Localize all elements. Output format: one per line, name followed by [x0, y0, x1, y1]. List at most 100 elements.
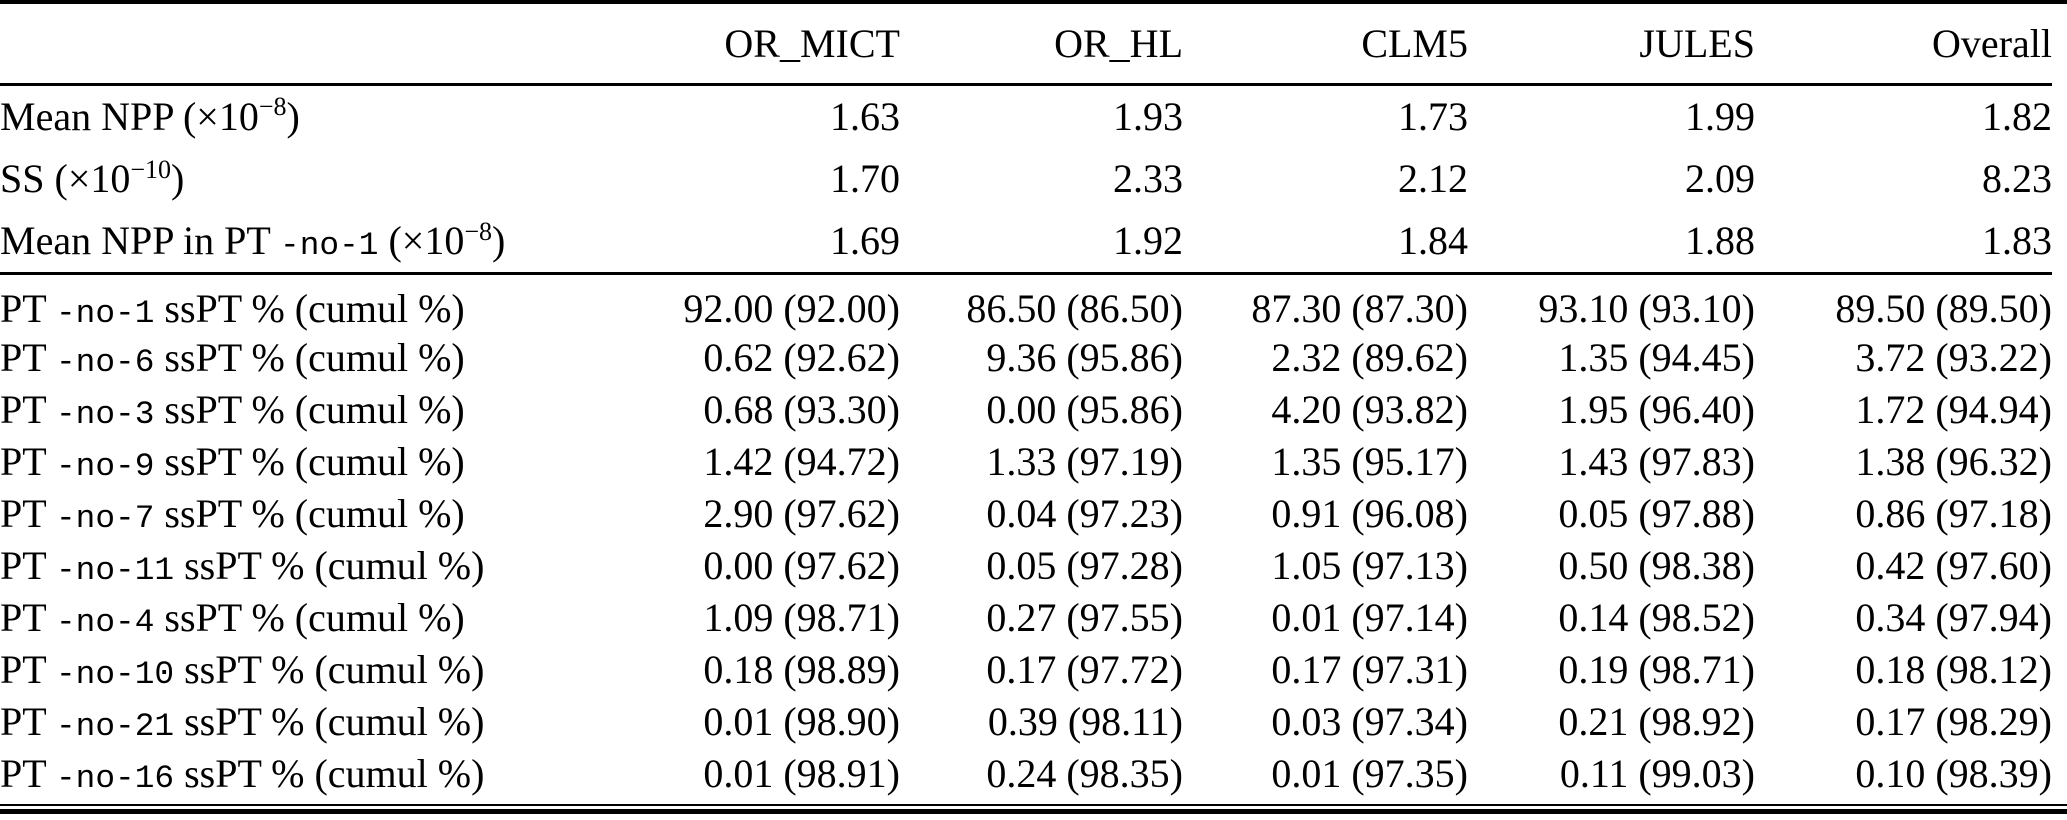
value-cell: 1.82: [1982, 93, 2052, 139]
row-label-part: ssPT % (cumul %): [154, 439, 465, 484]
value-cell: 1.99: [1685, 93, 1755, 139]
row-label-part: ssPT % (cumul %): [154, 335, 465, 380]
value-cell: 0.04 (97.23): [986, 491, 1183, 536]
row-label-part: -no-16: [55, 760, 175, 797]
row-label-part: -no-3: [55, 396, 155, 433]
top-rule: [0, 0, 2067, 4]
row-label-part: SS (×10: [0, 156, 131, 201]
value-cell: 8.23: [1982, 156, 2052, 201]
row-label-part: −8: [464, 216, 493, 246]
column-header: OR_HL: [1054, 20, 1183, 66]
row-label-part: PT: [0, 335, 56, 380]
value-cell: 0.21 (98.92): [1558, 699, 1755, 744]
row-label-part: ssPT % (cumul %): [174, 699, 485, 744]
value-cell: 0.10 (98.39): [1855, 751, 2052, 796]
row-label: Mean NPP in PT -no-1 (×10−8): [0, 210, 620, 273]
value-cell: 0.86 (97.18): [1855, 491, 2052, 536]
row-label-part: ssPT % (cumul %): [154, 285, 465, 331]
value-cell: 0.00 (97.62): [703, 543, 900, 588]
value-cell: 1.70: [830, 156, 900, 201]
column-header: JULES: [1639, 20, 1755, 66]
value-cell: 1.92: [1113, 218, 1183, 264]
value-cell: 0.11 (99.03): [1559, 751, 1755, 796]
bottom-rule-thin: [0, 803, 2067, 806]
value-cell: 1.35 (95.17): [1271, 439, 1468, 484]
row-label: PT -no-10 ssPT % (cumul %): [0, 644, 620, 696]
row-label-part: PT: [0, 751, 56, 796]
value-cell: 1.33 (97.19): [986, 439, 1183, 484]
row-label: PT -no-16 ssPT % (cumul %): [0, 748, 620, 800]
column-header: OR_MICT: [724, 20, 900, 66]
value-cell: 2.90 (97.62): [703, 491, 900, 536]
value-cell: 1.05 (97.13): [1271, 543, 1468, 588]
row-label-part: ssPT % (cumul %): [154, 387, 465, 432]
row-label-part: -no-21: [55, 708, 175, 745]
row-label-part: ): [492, 218, 506, 264]
row-label: SS (×10−10): [0, 147, 620, 210]
value-cell: 86.50 (86.50): [966, 285, 1183, 331]
value-cell: 2.32 (89.62): [1271, 335, 1468, 380]
value-cell: 0.50 (98.38): [1558, 543, 1755, 588]
value-cell: 0.17 (97.72): [986, 647, 1183, 692]
table-row: PT -no-11 ssPT % (cumul %) 0.00 (97.62) 0.…: [0, 540, 2052, 592]
row-label-part: PT: [0, 543, 56, 588]
value-cell: 0.39 (98.11): [987, 699, 1183, 744]
row-label-part: PT: [0, 595, 56, 640]
value-cell: 1.69: [830, 218, 900, 264]
value-cell: 0.17 (98.29): [1855, 699, 2052, 744]
value-cell: 2.33: [1113, 156, 1183, 201]
row-label-part: ssPT % (cumul %): [174, 751, 485, 796]
table-row: PT -no-1 ssPT % (cumul %) 92.00 (92.00) 86…: [0, 273, 2052, 332]
row-label-part: -no-6: [55, 344, 155, 381]
value-cell: 1.09 (98.71): [703, 595, 900, 640]
value-cell: 0.05 (97.28): [986, 543, 1183, 588]
table-row: PT -no-10 ssPT % (cumul %) 0.18 (98.89) 0.…: [0, 644, 2052, 696]
row-label-part: ): [286, 93, 300, 139]
table-row: Mean NPP (×10−8) 1.63 1.93 1.73 1.99 1.82: [0, 84, 2052, 147]
value-cell: 89.50 (89.50): [1835, 285, 2052, 331]
row-label-part: ssPT % (cumul %): [174, 647, 485, 692]
value-cell: 92.00 (92.00): [683, 285, 900, 331]
value-cell: 2.09: [1685, 156, 1755, 201]
row-label: PT -no-3 ssPT % (cumul %): [0, 384, 620, 436]
value-cell: 1.35 (94.45): [1558, 335, 1755, 380]
value-cell: 0.05 (97.88): [1558, 491, 1755, 536]
value-cell: 0.91 (96.08): [1271, 491, 1468, 536]
row-label-part: Mean NPP in PT: [0, 218, 281, 264]
value-cell: 1.83: [1982, 218, 2052, 264]
value-cell: 9.36 (95.86): [986, 335, 1183, 380]
results-table: OR_MICT OR_HL CLM5 JULES Overall Mean NPP (×…: [0, 4, 2052, 800]
row-label-part: PT: [0, 285, 56, 331]
column-header: CLM5: [1361, 20, 1468, 66]
table-row: PT -no-3 ssPT % (cumul %) 0.68 (93.30) 0.0…: [0, 384, 2052, 436]
value-cell: 0.18 (98.12): [1855, 647, 2052, 692]
row-label: PT -no-9 ssPT % (cumul %): [0, 436, 620, 488]
row-label: PT -no-11 ssPT % (cumul %): [0, 540, 620, 592]
value-cell: 0.01 (98.91): [703, 751, 900, 796]
row-label: PT -no-1 ssPT % (cumul %): [0, 273, 620, 332]
header-spacer: [0, 4, 620, 84]
value-cell: 0.42 (97.60): [1855, 543, 2052, 588]
row-label-part: PT: [0, 647, 56, 692]
value-cell: 0.27 (97.55): [986, 595, 1183, 640]
value-cell: 1.43 (97.83): [1558, 439, 1755, 484]
value-cell: 0.18 (98.89): [703, 647, 900, 692]
table-row: PT -no-16 ssPT % (cumul %) 0.01 (98.91) 0.…: [0, 748, 2052, 800]
value-cell: 0.19 (98.71): [1558, 647, 1755, 692]
value-cell: 1.42 (94.72): [703, 439, 900, 484]
value-cell: 1.95 (96.40): [1558, 387, 1755, 432]
value-cell: 0.14 (98.52): [1558, 595, 1755, 640]
value-cell: 0.68 (93.30): [703, 387, 900, 432]
row-label-part: -no-4: [55, 604, 155, 641]
value-cell: 1.72 (94.94): [1855, 387, 2052, 432]
value-cell: 1.73: [1398, 93, 1468, 139]
row-label-part: −8: [258, 92, 287, 122]
value-cell: 93.10 (93.10): [1538, 285, 1755, 331]
row-label-part: -no-1: [55, 294, 155, 332]
row-label: PT -no-7 ssPT % (cumul %): [0, 488, 620, 540]
table-row: PT -no-21 ssPT % (cumul %) 0.01 (98.90) 0.…: [0, 696, 2052, 748]
value-cell: 0.62 (92.62): [703, 335, 900, 380]
table-row: SS (×10−10) 1.70 2.33 2.12 2.09 8.23: [0, 147, 2052, 210]
row-label-part: PT: [0, 387, 56, 432]
